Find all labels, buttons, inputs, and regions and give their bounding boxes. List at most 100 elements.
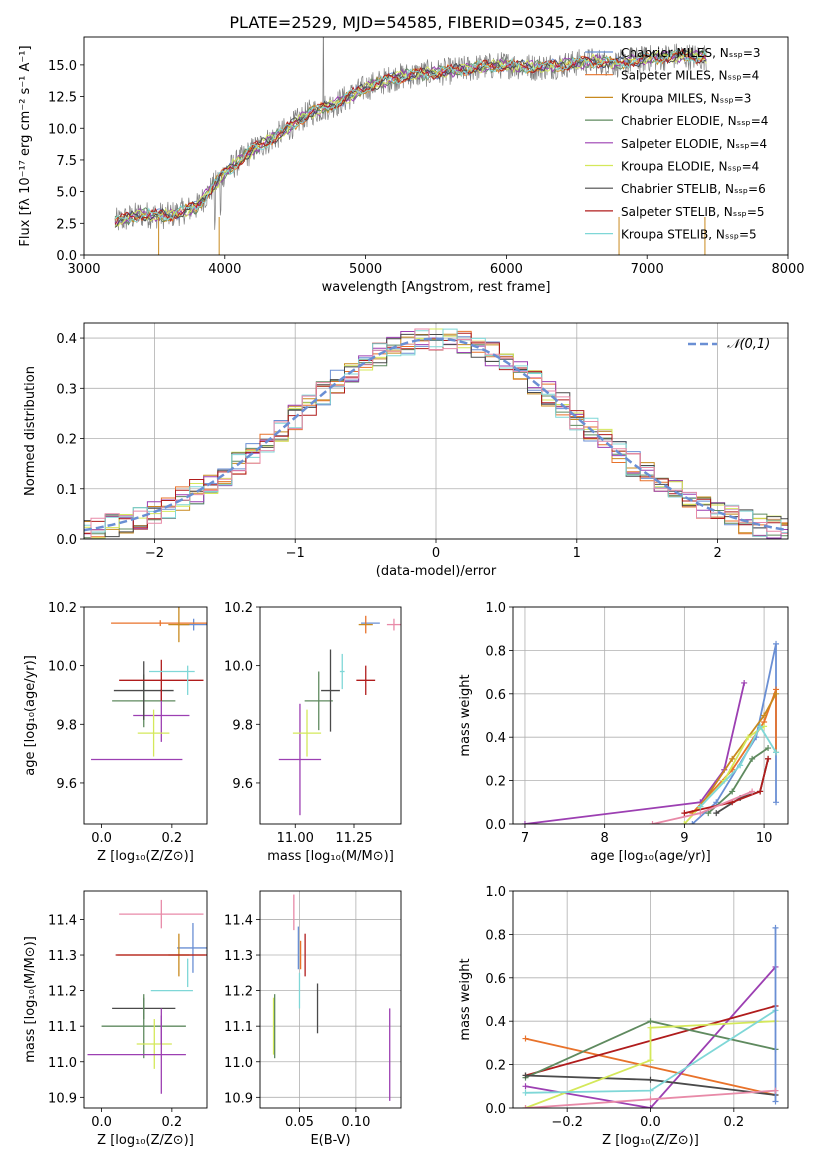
series-group [522, 924, 779, 1108]
series-point-marker [649, 821, 656, 824]
y-axis-label: mass [log₁₀(M/M⊙)] [23, 936, 38, 1063]
plot-frame [259, 890, 402, 1109]
series-point-marker [713, 799, 720, 806]
series-line [525, 1037, 776, 1096]
model-spectrum-line [114, 49, 707, 228]
series-line [524, 682, 746, 824]
y-tick-label: 2.5 [56, 217, 77, 232]
legend-label: Chabrier STELIB, Nₛₛₚ=6 [621, 182, 766, 196]
x-tick-label: 2 [713, 546, 721, 561]
series-point-marker [689, 821, 696, 824]
y-tick-label: 11.3 [224, 949, 253, 964]
y-tick-label: 0.2 [485, 1059, 506, 1074]
x-tick-label: 0 [432, 546, 440, 561]
x-tick-label: 6000 [490, 262, 523, 277]
x-tick-label: 0.0 [91, 1115, 112, 1130]
series-point-marker [647, 1105, 654, 1108]
y-tick-label: 0.4 [485, 1015, 506, 1030]
series-point-marker [761, 712, 768, 719]
legend-label: Salpeter STELIB, Nₛₛₚ=5 [621, 205, 765, 219]
x-tick-label: 0.10 [341, 1115, 370, 1130]
x-axis-label: wavelength [Angstrom, rest frame] [322, 280, 551, 295]
x-tick-label: 0.0 [91, 831, 112, 846]
x-axis-label: Z [log₁₀(Z/Z⊙)] [602, 1133, 699, 1148]
age-vs-mass-panel: 11.00 11.25 9.6 9.8 10.0 10.2 mass [log₁₀(M/M⊙… [224, 601, 402, 864]
series-point-marker [647, 1096, 654, 1103]
x-axis-label: (data-model)/error [376, 564, 497, 579]
y-tick-label: 10.9 [48, 1091, 77, 1106]
legend-label: 𝒩(0,1) [727, 337, 770, 352]
series-point-marker [697, 810, 704, 817]
x-tick-label: 3000 [67, 262, 100, 277]
errorbar-group [87, 899, 207, 1094]
legend-label: Salpeter ELODIE, Nₛₛₚ=4 [621, 137, 767, 151]
x-tick-label: 11.00 [277, 831, 314, 846]
series-point-marker [749, 788, 756, 795]
series-point-marker [522, 1072, 529, 1079]
legend-label: Salpeter MILES, Nₛₛₚ=4 [621, 69, 759, 83]
y-tick-label: 11.4 [224, 913, 253, 928]
plot-frame [83, 36, 789, 256]
series-point-marker [772, 1098, 779, 1105]
series-point-marker [757, 788, 764, 795]
x-axis-label: Z [log₁₀(Z/Z⊙)] [97, 1133, 194, 1148]
mass-vs-ebv-panel: 0.05 0.10 10.9 11.0 11.1 11.2 11.3 11.4 E(B-V) [224, 890, 402, 1148]
series-point-marker [681, 810, 688, 817]
x-tick-label: 8 [601, 831, 609, 846]
x-tick-label: 11.25 [335, 831, 372, 846]
legend-label: Chabrier ELODIE, Nₛₛₚ=4 [621, 114, 768, 128]
x-tick-label: 8000 [771, 262, 804, 277]
series-point-marker [773, 690, 780, 697]
observed-spectrum-line [114, 37, 707, 231]
spectrum-lines [114, 37, 707, 255]
plot-frame [83, 890, 208, 1109]
series-point-marker [647, 1076, 654, 1083]
series-point-marker [647, 1024, 654, 1031]
y-tick-label: 10.9 [224, 1091, 253, 1106]
x-axis-label: E(B-V) [310, 1133, 350, 1148]
legend-label: Kroupa MILES, Nₛₛₚ=3 [621, 91, 751, 105]
y-tick-label: 11.0 [48, 1056, 77, 1071]
x-tick-label: −1 [286, 546, 305, 561]
series-point-marker [757, 723, 764, 730]
series-point-marker [729, 788, 736, 795]
y-tick-label: 10.0 [48, 122, 77, 137]
series-point-marker [773, 640, 780, 647]
y-tick-label: 10.0 [224, 660, 253, 675]
series-point-marker [647, 1018, 654, 1025]
plot-frame [512, 606, 789, 825]
series-group [521, 640, 780, 824]
y-tick-label: 11.4 [48, 913, 77, 928]
series-line [684, 758, 769, 814]
errorbar-group [272, 894, 391, 1101]
y-tick-label: 9.8 [232, 718, 253, 733]
y-tick-label: 0.6 [485, 688, 506, 703]
plot-frame [83, 322, 789, 540]
x-tick-label: 7000 [631, 262, 664, 277]
series-point-marker [522, 1105, 529, 1108]
y-axis-label: Flux [fλ 10⁻¹⁷ erg cm⁻² s⁻¹ A⁻¹] [18, 45, 33, 246]
x-axis-label: Z [log₁₀(Z/Z⊙)] [97, 849, 194, 864]
legend-label: Kroupa ELODIE, Nₛₛₚ=4 [621, 160, 759, 174]
age-vs-metallicity-panel: 0.0 0.2 9.6 9.8 10.0 10.2 Z [log₁₀(Z/Z⊙)] age [… [23, 601, 208, 864]
y-tick-label: 10.0 [48, 660, 77, 675]
series-point-marker [772, 1087, 779, 1094]
y-axis-label: mass weight [458, 958, 473, 1040]
y-tick-label: 0.8 [485, 644, 506, 659]
x-tick-label: 9 [680, 831, 688, 846]
x-tick-label: 0.05 [285, 1115, 314, 1130]
y-axis-label: age [log₁₀(age/yr)] [23, 655, 38, 776]
legend-label: Chabrier MILES, Nₛₛₚ=3 [621, 46, 761, 60]
series-point-marker [705, 810, 712, 817]
series-line [525, 1020, 776, 1108]
x-tick-label: 7 [521, 831, 529, 846]
x-tick-label: −0.2 [551, 1115, 583, 1130]
y-tick-label: 0.2 [485, 775, 506, 790]
y-tick-label: 1.0 [485, 885, 506, 900]
y-tick-label: 1.0 [485, 601, 506, 616]
y-tick-label: 9.6 [232, 777, 253, 792]
series-point-marker [765, 745, 772, 752]
y-tick-label: 11.2 [48, 985, 77, 1000]
y-tick-label: 0.3 [56, 382, 77, 397]
y-tick-label: 15.0 [48, 59, 77, 74]
